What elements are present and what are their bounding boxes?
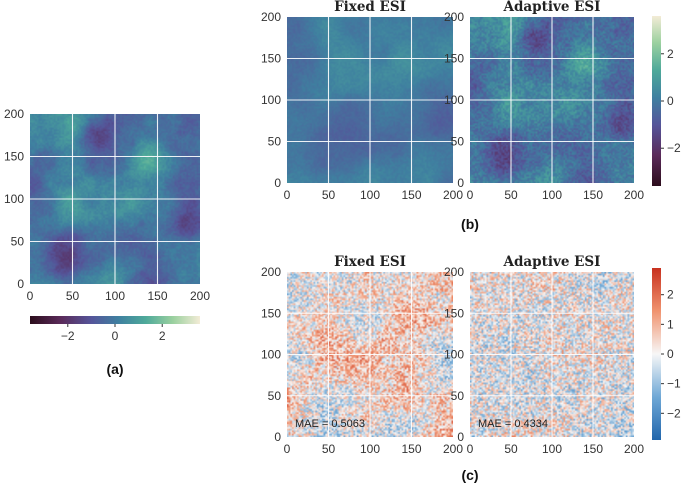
panel-b-fixed-ytick-200: 200 (261, 10, 281, 24)
panel-c-fixed-ytick-100: 100 (261, 348, 281, 362)
panel-b-adaptive-xtick-200: 200 (624, 188, 644, 202)
colorbar-c-tick-0: 2 (667, 288, 674, 302)
mae-adaptive-label: MAE = 0.4334 (478, 418, 548, 430)
panel-b-fixed-ytick-50: 50 (268, 135, 282, 149)
colorbar-c (652, 268, 661, 440)
panel-b-adaptive-ytick-100: 100 (444, 93, 464, 107)
panel-a-xtick-0: 0 (27, 289, 34, 303)
panel-label-b: (b) (461, 216, 479, 232)
panel-a-ytick-150: 150 (4, 150, 24, 164)
panel-c-adaptive-xtick-100: 100 (542, 442, 562, 456)
panel-b-adaptive-title: Adaptive ESI (503, 0, 601, 15)
panel-b-adaptive-xtick-100: 100 (542, 188, 562, 202)
colorbar-b-tick-0: 2 (667, 47, 674, 61)
panel-b-fixed-xtick-50: 50 (322, 188, 336, 202)
panel-b-adaptive-xtick-50: 50 (504, 188, 518, 202)
panel-b-fixed-ytick-100: 100 (261, 93, 281, 107)
panel-c-fixed-xtick-200: 200 (443, 442, 463, 456)
panel-c-adaptive-ytick-150: 150 (444, 306, 464, 320)
panel-c-fixed-ytick-150: 150 (261, 306, 281, 320)
panel-c-adaptive-title: Adaptive ESI (503, 254, 601, 270)
panel-b-adaptive-ytick-50: 50 (451, 135, 465, 149)
colorbar-a-tick-0: −2 (61, 329, 75, 343)
panel-c-adaptive-ytick-50: 50 (451, 389, 465, 403)
panel-c-fixed-xtick-100: 100 (360, 442, 380, 456)
panel-c-fixed-xtick-0: 0 (284, 442, 291, 456)
colorbar-a (30, 316, 200, 324)
colorbar-b-tick-2: −2 (667, 141, 681, 155)
panel-c-fixed-xtick-50: 50 (322, 442, 336, 456)
panel-c-adaptive-xtick-150: 150 (583, 442, 603, 456)
panel-b-fixed-ytick-0: 0 (274, 176, 281, 190)
colorbar-c-tick-3: −1 (667, 377, 681, 391)
panel-c-fixed-title: Fixed ESI (334, 254, 406, 270)
panel-a-xtick-200: 200 (190, 289, 210, 303)
panel-b-fixed-xtick-0: 0 (284, 188, 291, 202)
panel-b-fixed-xtick-150: 150 (401, 188, 421, 202)
panel-b-adaptive-ytick-200: 200 (444, 10, 464, 24)
panel-b-fixed-ytick-150: 150 (261, 52, 281, 66)
mae-fixed-label: MAE = 0.5063 (295, 418, 365, 430)
colorbar-c-tick-2: 0 (667, 347, 674, 361)
panel-c-fixed-xtick-150: 150 (401, 442, 421, 456)
panel-c-fixed-ytick-200: 200 (261, 265, 281, 279)
panel-b-adaptive-xtick-0: 0 (467, 188, 474, 202)
colorbar-c-tick-1: 1 (667, 317, 674, 331)
panel-c-fixed-ytick-0: 0 (274, 430, 281, 444)
panel-b-fixed-xtick-100: 100 (360, 188, 380, 202)
panel-c-adaptive-ytick-100: 100 (444, 348, 464, 362)
colorbar-c-tick-4: −2 (667, 406, 681, 420)
panel-a-xtick-100: 100 (105, 289, 125, 303)
panel-a-xtick-50: 50 (66, 289, 80, 303)
panel-c-adaptive-xtick-200: 200 (624, 442, 644, 456)
panel-b-adaptive-xtick-150: 150 (583, 188, 603, 202)
colorbar-b (652, 16, 661, 186)
panel-c-adaptive-xtick-50: 50 (504, 442, 518, 456)
panel-b-adaptive-ytick-0: 0 (457, 176, 464, 190)
panel-b-adaptive-ytick-150: 150 (444, 52, 464, 66)
colorbar-b-tick-1: 0 (667, 94, 674, 108)
panel-a-xtick-150: 150 (147, 289, 167, 303)
panel-a-ytick-0: 0 (17, 277, 24, 291)
colorbar-a-tick-1: 0 (112, 329, 119, 343)
colorbar-a-tick-2: 2 (159, 329, 166, 343)
panel-label-c: (c) (461, 467, 478, 483)
panel-b-fixed-xtick-200: 200 (443, 188, 463, 202)
panel-c-adaptive-xtick-0: 0 (467, 442, 474, 456)
panel-label-a: (a) (106, 361, 123, 377)
panel-b-fixed-title: Fixed ESI (334, 0, 406, 15)
panel-c-adaptive-ytick-0: 0 (457, 430, 464, 444)
panel-a-ytick-100: 100 (4, 192, 24, 206)
panel-a-ytick-200: 200 (4, 107, 24, 121)
panel-a-ytick-50: 50 (11, 235, 25, 249)
panel-c-fixed-ytick-50: 50 (268, 389, 282, 403)
panel-c-adaptive-ytick-200: 200 (444, 265, 464, 279)
